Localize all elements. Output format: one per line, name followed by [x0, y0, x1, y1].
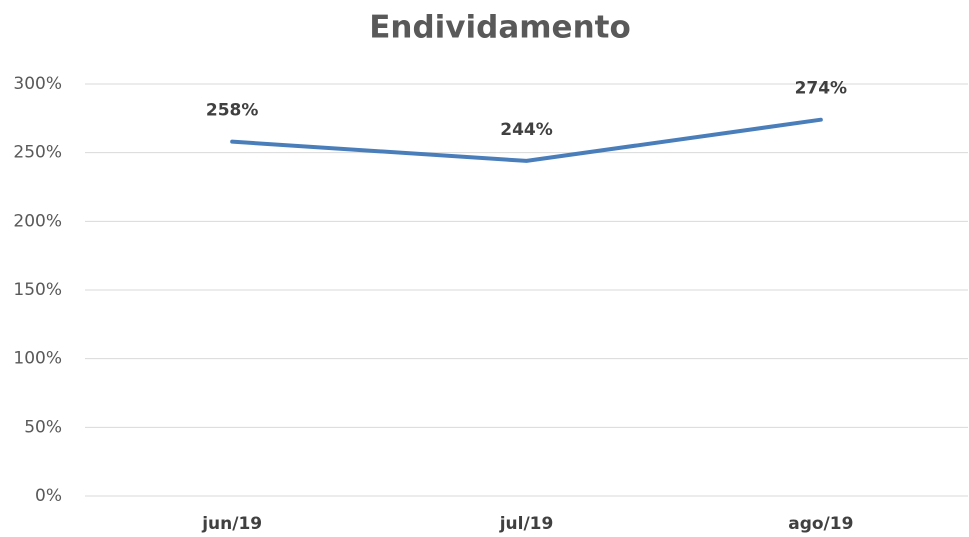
y-tick-label: 50%: [24, 417, 62, 437]
x-tick-label: jun/19: [201, 514, 262, 534]
x-tick-label: jul/19: [499, 514, 554, 534]
y-tick-label: 250%: [13, 143, 62, 163]
y-tick-label: 150%: [13, 280, 62, 300]
y-tick-label: 200%: [13, 211, 62, 231]
x-tick-label: ago/19: [788, 514, 853, 534]
chart-title: Endividamento: [369, 10, 631, 46]
y-tick-label: 0%: [35, 486, 62, 506]
data-label: 258%: [206, 101, 259, 121]
data-label: 244%: [500, 120, 553, 140]
line-series: [230, 117, 823, 163]
data-label: 274%: [795, 79, 848, 99]
y-tick-label: 100%: [13, 349, 62, 369]
y-tick-label: 300%: [13, 74, 62, 94]
